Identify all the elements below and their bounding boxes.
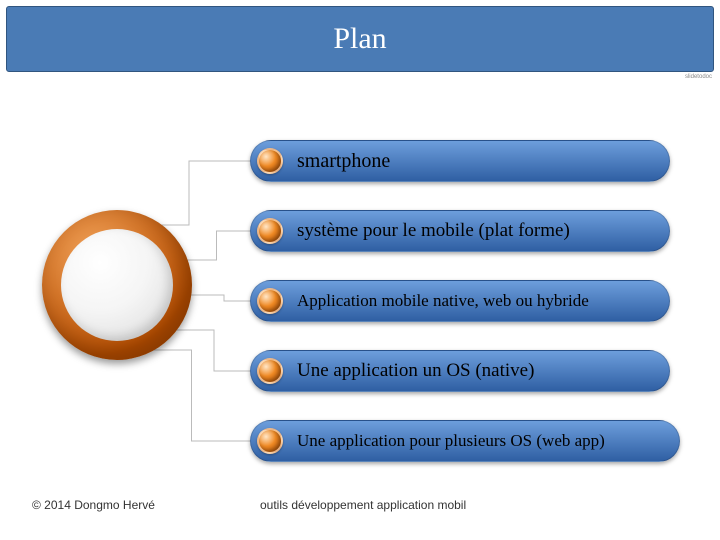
slide: Plan slidetodoc smartphonesystème pour l…	[0, 0, 720, 540]
plan-item-label: Une application un OS (native)	[297, 360, 534, 382]
footer-copyright: © 2014 Dongmo Hervé	[32, 498, 155, 512]
plan-item-5: Une application pour plusieurs OS (web a…	[250, 420, 680, 462]
bullet-icon	[257, 218, 283, 244]
plan-item-label: Application mobile native, web ou hybrid…	[297, 291, 589, 311]
bullet-icon	[257, 358, 283, 384]
plan-item-2: système pour le mobile (plat forme)	[250, 210, 670, 252]
plan-item-label: système pour le mobile (plat forme)	[297, 220, 570, 242]
plan-item-label: Une application pour plusieurs OS (web a…	[297, 431, 605, 451]
footer-subtitle: outils développement application mobil	[260, 498, 466, 512]
hub-inner	[61, 229, 173, 341]
bullet-icon	[257, 288, 283, 314]
hub-circle	[42, 210, 192, 360]
bullet-icon	[257, 148, 283, 174]
bullet-icon	[257, 428, 283, 454]
plan-item-4: Une application un OS (native)	[250, 350, 670, 392]
plan-item-3: Application mobile native, web ou hybrid…	[250, 280, 670, 322]
plan-item-1: smartphone	[250, 140, 670, 182]
plan-item-label: smartphone	[297, 150, 390, 173]
